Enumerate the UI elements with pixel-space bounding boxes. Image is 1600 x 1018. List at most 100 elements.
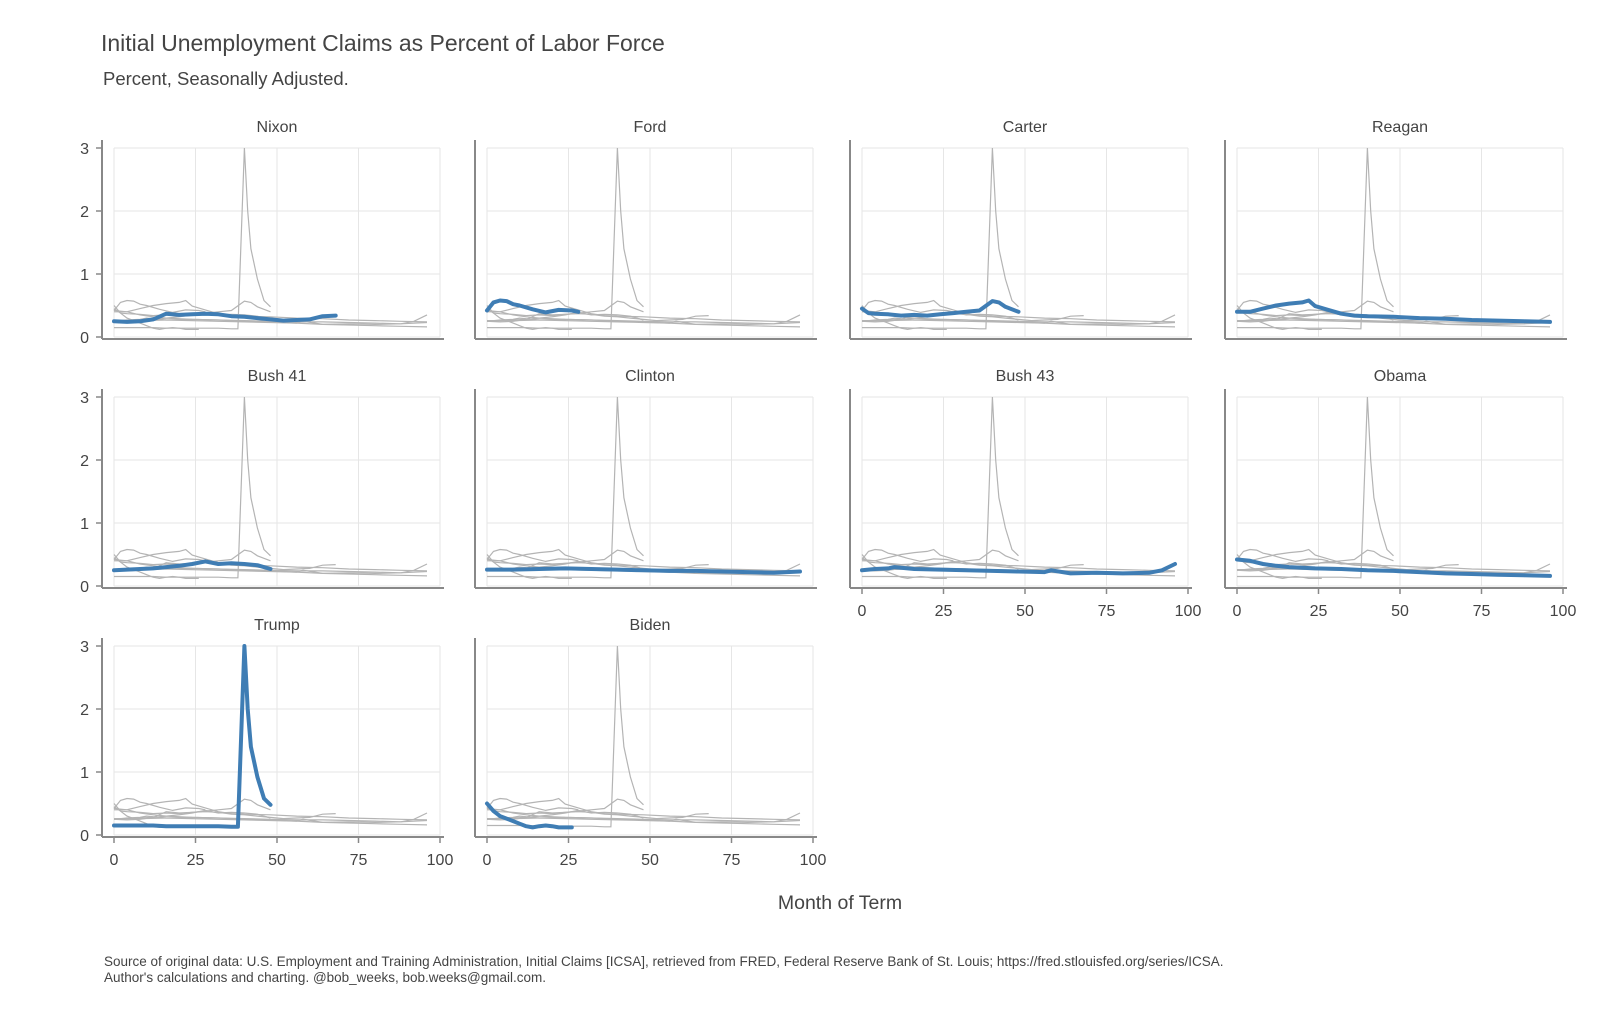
background-line-reagan bbox=[487, 548, 801, 572]
background-line-trump bbox=[862, 147, 1019, 330]
highlight-line-carter bbox=[860, 299, 1021, 318]
background-line-carter bbox=[861, 549, 1019, 566]
background-line-biden bbox=[861, 305, 947, 331]
background-line-ford bbox=[1236, 548, 1329, 563]
x-tick-label: 50 bbox=[268, 852, 286, 869]
y-tick-label: 2 bbox=[80, 702, 89, 719]
source-line-1: Source of original data: U.S. Employment… bbox=[104, 954, 1224, 969]
x-tick-label: 75 bbox=[1473, 603, 1491, 620]
background-line-obama bbox=[1236, 309, 1551, 328]
highlight-line-ford bbox=[485, 298, 581, 315]
highlight-line-biden bbox=[485, 801, 574, 830]
background-line-carter bbox=[113, 798, 271, 815]
x-tick-label: 75 bbox=[723, 852, 741, 869]
x-tick-label: 100 bbox=[800, 852, 827, 869]
panel-title-obama: Obama bbox=[1374, 368, 1427, 385]
highlight-line-bush-43 bbox=[860, 562, 1177, 576]
panel-trump: Trump 0 1 2 3 0 25 50 75 100 bbox=[80, 617, 453, 869]
highlight-line-reagan bbox=[1235, 298, 1552, 324]
background-line-reagan bbox=[114, 797, 428, 821]
background-line-biden bbox=[113, 305, 199, 331]
background-line-trump bbox=[487, 147, 644, 330]
background-line-biden bbox=[1236, 554, 1322, 580]
y-tick-label: 2 bbox=[80, 453, 89, 470]
x-tick-label: 0 bbox=[110, 852, 119, 869]
panel-title-carter: Carter bbox=[1003, 119, 1048, 136]
background-line-trump bbox=[862, 396, 1019, 579]
x-tick-label: 50 bbox=[1391, 603, 1409, 620]
source-line-2: Author's calculations and charting. @bob… bbox=[104, 970, 546, 985]
background-line-biden bbox=[486, 554, 572, 580]
x-tick-label: 25 bbox=[187, 852, 205, 869]
x-tick-label: 25 bbox=[1310, 603, 1328, 620]
background-line-biden bbox=[1236, 305, 1322, 331]
background-line-obama bbox=[113, 807, 428, 826]
background-line-biden bbox=[113, 554, 199, 580]
background-line-ford bbox=[861, 548, 954, 563]
background-line-ford bbox=[113, 797, 206, 812]
panel-title-nixon: Nixon bbox=[257, 119, 298, 136]
background-line-carter bbox=[486, 798, 644, 815]
background-line-ford bbox=[113, 299, 206, 314]
x-tick-label: 25 bbox=[935, 603, 953, 620]
panel-title-ford: Ford bbox=[634, 119, 667, 136]
x-tick-label: 25 bbox=[560, 852, 578, 869]
background-line-trump bbox=[1237, 147, 1394, 330]
background-line-trump bbox=[114, 396, 271, 579]
background-line-biden bbox=[486, 305, 572, 331]
highlight-line-nixon bbox=[112, 311, 338, 324]
x-tick-label: 50 bbox=[1016, 603, 1034, 620]
background-line-obama bbox=[113, 558, 428, 577]
background-line-ford bbox=[113, 548, 206, 563]
x-tick-label: 0 bbox=[1233, 603, 1242, 620]
highlight-line-trump bbox=[112, 644, 273, 829]
panel-title-bush-41: Bush 41 bbox=[248, 368, 307, 385]
background-line-trump bbox=[1237, 396, 1394, 579]
highlight-line-obama bbox=[1235, 557, 1552, 578]
panel-title-biden: Biden bbox=[630, 617, 671, 634]
chart-subtitle: Percent, Seasonally Adjusted. bbox=[103, 68, 349, 89]
panel-title-reagan: Reagan bbox=[1372, 119, 1428, 136]
y-tick-label: 1 bbox=[80, 516, 89, 533]
background-line-carter bbox=[486, 549, 644, 566]
background-line-ford bbox=[486, 797, 579, 812]
y-tick-label: 1 bbox=[80, 765, 89, 782]
highlight-line-clinton bbox=[485, 566, 802, 575]
y-tick-label: 0 bbox=[80, 330, 89, 347]
background-line-reagan bbox=[862, 548, 1176, 572]
x-tick-label: 75 bbox=[350, 852, 368, 869]
x-axis-title: Month of Term bbox=[777, 892, 903, 914]
panel-obama: Obama 0 25 50 75 100 bbox=[1224, 368, 1577, 620]
chart-title: Initial Unemployment Claims as Percent o… bbox=[101, 30, 665, 56]
panel-reagan: Reagan bbox=[1224, 119, 1567, 340]
y-tick-label: 3 bbox=[80, 639, 89, 656]
background-line-reagan bbox=[1237, 548, 1551, 572]
panel-ford: Ford bbox=[474, 119, 817, 340]
panel-biden: Biden 0 25 50 75 100 bbox=[474, 617, 827, 869]
x-tick-label: 100 bbox=[427, 852, 454, 869]
background-line-obama bbox=[486, 309, 801, 328]
y-tick-label: 0 bbox=[80, 828, 89, 845]
x-tick-label: 100 bbox=[1550, 603, 1577, 620]
x-tick-label: 50 bbox=[641, 852, 659, 869]
panel-title-clinton: Clinton bbox=[625, 368, 675, 385]
y-tick-label: 3 bbox=[80, 390, 89, 407]
panel-nixon: Nixon 0 1 2 3 bbox=[80, 119, 444, 347]
y-tick-label: 3 bbox=[80, 141, 89, 158]
background-line-trump bbox=[487, 396, 644, 579]
background-line-obama bbox=[113, 309, 428, 328]
background-line-ford bbox=[861, 299, 954, 314]
panel-title-trump: Trump bbox=[254, 617, 300, 634]
background-line-obama bbox=[486, 807, 801, 826]
x-tick-label: 0 bbox=[483, 852, 492, 869]
panel-clinton: Clinton bbox=[474, 368, 817, 589]
x-tick-label: 0 bbox=[858, 603, 867, 620]
x-tick-label: 75 bbox=[1098, 603, 1116, 620]
y-tick-label: 1 bbox=[80, 267, 89, 284]
highlight-line-bush-41 bbox=[112, 559, 273, 573]
panel-title-bush-43: Bush 43 bbox=[996, 368, 1055, 385]
x-tick-label: 100 bbox=[1175, 603, 1202, 620]
background-line-ford bbox=[486, 548, 579, 563]
y-tick-label: 2 bbox=[80, 204, 89, 221]
